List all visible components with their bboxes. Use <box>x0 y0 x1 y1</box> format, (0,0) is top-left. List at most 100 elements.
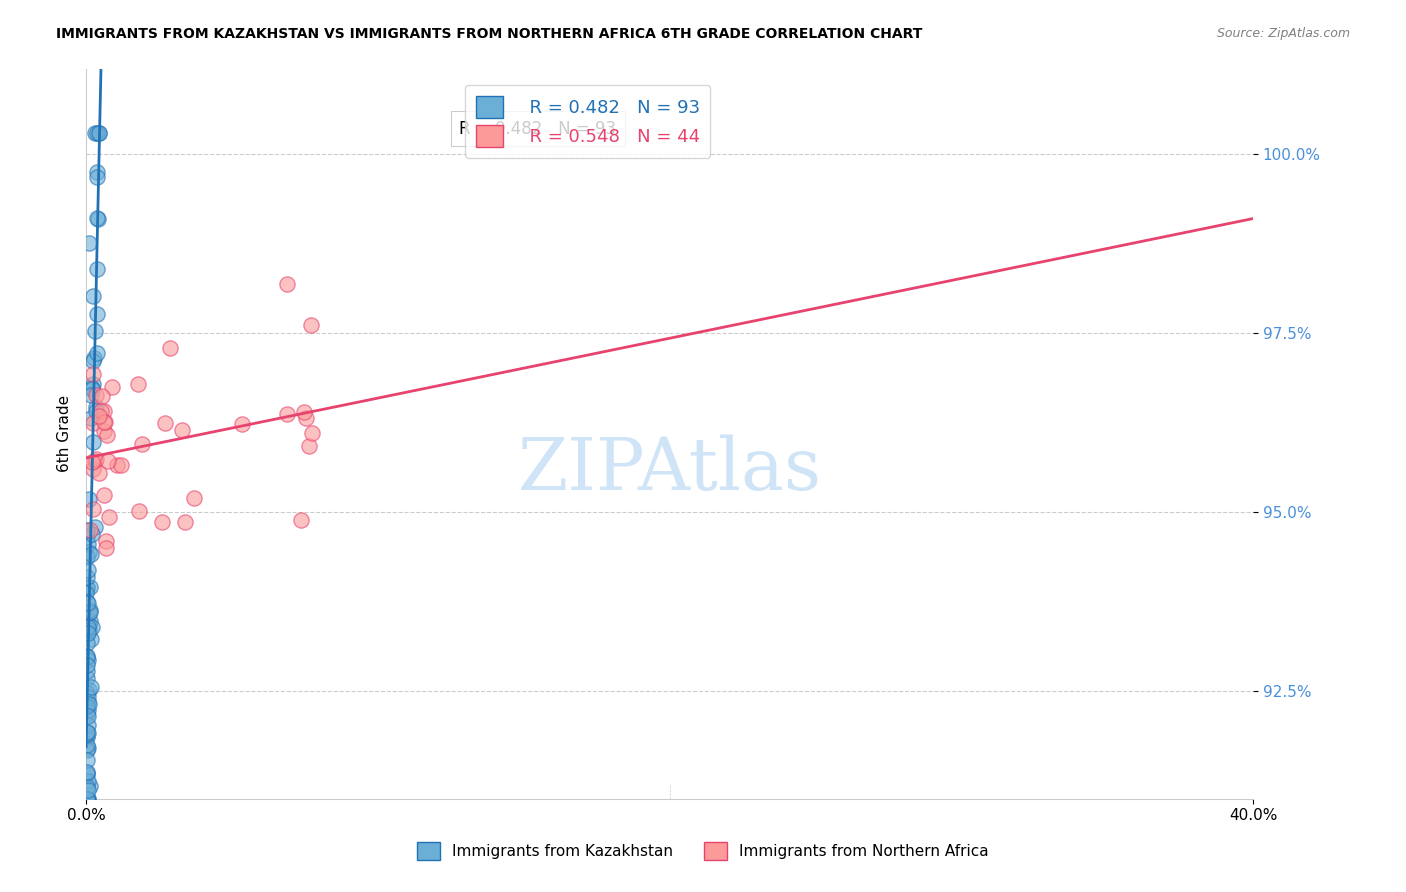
Immigrants from Kazakhstan <box>80 620 103 634</box>
Immigrants from Northern Africa <box>153 417 176 431</box>
Immigrants from Northern Africa <box>82 367 104 381</box>
Immigrants from Kazakhstan <box>76 791 98 805</box>
Immigrants from Kazakhstan <box>79 580 101 594</box>
Immigrants from Kazakhstan <box>76 686 98 700</box>
Immigrants from Kazakhstan <box>79 602 101 616</box>
Immigrants from Northern Africa <box>90 389 112 403</box>
Immigrants from Kazakhstan <box>76 570 98 584</box>
Immigrants from Kazakhstan <box>84 126 107 140</box>
Immigrants from Northern Africa <box>101 380 124 394</box>
Immigrants from Kazakhstan <box>76 671 98 685</box>
Immigrants from Northern Africa <box>90 404 112 418</box>
Immigrants from Northern Africa <box>231 417 253 431</box>
Immigrants from Kazakhstan <box>76 531 98 545</box>
Immigrants from Northern Africa <box>128 504 150 518</box>
Immigrants from Northern Africa <box>93 488 115 502</box>
Immigrants from Kazakhstan <box>86 170 108 185</box>
Immigrants from Kazakhstan <box>83 325 105 339</box>
Immigrants from Northern Africa <box>82 454 104 468</box>
Immigrants from Kazakhstan <box>82 435 104 450</box>
Immigrants from Kazakhstan <box>80 410 103 425</box>
Immigrants from Kazakhstan <box>76 783 98 797</box>
Immigrants from Kazakhstan <box>87 126 110 140</box>
Immigrants from Northern Africa <box>96 533 118 548</box>
Immigrants from Northern Africa <box>301 426 323 441</box>
Immigrants from Kazakhstan <box>77 726 100 740</box>
Immigrants from Northern Africa <box>82 502 104 516</box>
Immigrants from Kazakhstan <box>76 709 98 723</box>
Immigrants from Northern Africa <box>93 404 115 418</box>
Immigrants from Kazakhstan <box>75 791 97 805</box>
Immigrants from Northern Africa <box>276 407 298 421</box>
Immigrants from Kazakhstan <box>87 126 110 140</box>
Immigrants from Northern Africa <box>174 515 197 529</box>
Immigrants from Kazakhstan <box>79 605 101 619</box>
Immigrants from Northern Africa <box>170 423 193 437</box>
Immigrants from Kazakhstan <box>82 377 104 392</box>
Immigrants from Kazakhstan <box>76 653 98 667</box>
Immigrants from Kazakhstan <box>76 549 98 564</box>
Immigrants from Kazakhstan <box>77 537 100 551</box>
Immigrants from Kazakhstan <box>76 658 98 673</box>
Immigrants from Kazakhstan <box>76 791 98 805</box>
Immigrants from Northern Africa <box>298 439 321 453</box>
Immigrants from Kazakhstan <box>76 595 98 609</box>
Immigrants from Kazakhstan <box>79 632 101 646</box>
Immigrants from Kazakhstan <box>82 381 104 395</box>
Immigrants from Northern Africa <box>131 437 153 451</box>
Immigrants from Northern Africa <box>105 458 128 473</box>
Immigrants from Kazakhstan <box>80 526 103 541</box>
Immigrants from Kazakhstan <box>79 236 101 251</box>
Immigrants from Northern Africa <box>127 377 149 392</box>
Immigrants from Northern Africa <box>96 427 118 442</box>
Immigrants from Northern Africa <box>292 405 315 419</box>
Immigrants from Kazakhstan <box>76 791 98 805</box>
Immigrants from Kazakhstan <box>76 791 98 805</box>
Immigrants from Kazakhstan <box>79 697 101 711</box>
Immigrants from Northern Africa <box>93 415 115 429</box>
Immigrants from Kazakhstan <box>76 650 98 665</box>
Immigrants from Northern Africa <box>82 416 104 430</box>
Immigrants from Kazakhstan <box>77 624 100 638</box>
Immigrants from Kazakhstan <box>83 520 105 534</box>
Immigrants from Kazakhstan <box>87 211 110 226</box>
Immigrants from Kazakhstan <box>86 126 108 140</box>
Immigrants from Northern Africa <box>79 524 101 538</box>
Immigrants from Northern Africa <box>93 415 115 429</box>
Immigrants from Northern Africa <box>87 409 110 424</box>
Immigrants from Northern Africa <box>84 452 107 467</box>
Immigrants from Kazakhstan <box>77 596 100 610</box>
Immigrants from Kazakhstan <box>77 491 100 506</box>
Immigrants from Northern Africa <box>98 509 121 524</box>
Immigrants from Kazakhstan <box>80 382 103 396</box>
Immigrants from Kazakhstan <box>76 766 98 780</box>
Immigrants from Kazakhstan <box>86 346 108 360</box>
Immigrants from Kazakhstan <box>76 664 98 678</box>
Text: ZIPAtlas: ZIPAtlas <box>517 435 821 506</box>
Immigrants from Kazakhstan <box>77 791 100 805</box>
Immigrants from Kazakhstan <box>83 351 105 366</box>
Immigrants from Kazakhstan <box>76 738 98 752</box>
Immigrants from Kazakhstan <box>77 695 100 709</box>
Immigrants from Kazakhstan <box>75 727 97 741</box>
Immigrants from Kazakhstan <box>86 165 108 179</box>
Immigrants from Northern Africa <box>301 318 323 332</box>
Immigrants from Kazakhstan <box>76 636 98 650</box>
Immigrants from Northern Africa <box>150 515 173 529</box>
Immigrants from Kazakhstan <box>77 682 100 697</box>
Immigrants from Kazakhstan <box>76 700 98 714</box>
Immigrants from Kazakhstan <box>79 614 101 628</box>
Text: IMMIGRANTS FROM KAZAKHSTAN VS IMMIGRANTS FROM NORTHERN AFRICA 6TH GRADE CORRELAT: IMMIGRANTS FROM KAZAKHSTAN VS IMMIGRANTS… <box>56 27 922 41</box>
Immigrants from Kazakhstan <box>77 717 100 731</box>
Immigrants from Kazakhstan <box>76 620 98 634</box>
Immigrants from Kazakhstan <box>77 774 100 789</box>
Immigrants from Kazakhstan <box>86 401 108 415</box>
Immigrants from Northern Africa <box>97 453 120 467</box>
Immigrants from Kazakhstan <box>76 523 98 537</box>
Text: R = 0.482   N = 93: R = 0.482 N = 93 <box>460 120 617 137</box>
Immigrants from Kazakhstan <box>80 680 103 694</box>
Immigrants from Kazakhstan <box>76 707 98 722</box>
Legend:   R = 0.482   N = 93,   R = 0.548   N = 44: R = 0.482 N = 93, R = 0.548 N = 44 <box>465 85 710 158</box>
Immigrants from Northern Africa <box>93 424 115 438</box>
Immigrants from Kazakhstan <box>76 765 98 780</box>
